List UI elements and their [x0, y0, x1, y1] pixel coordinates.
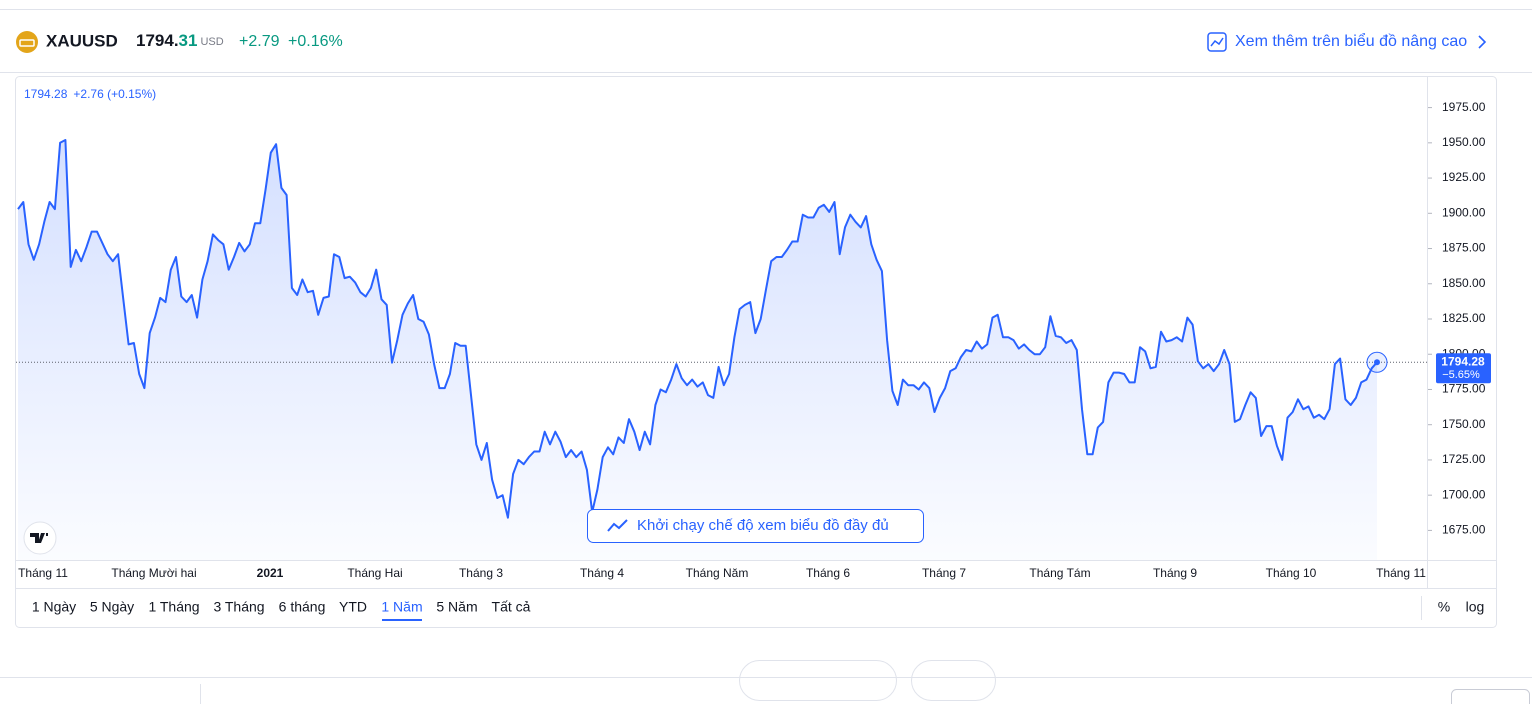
overlay: 1794.28 +2.76 (+0.15%) [24, 87, 156, 101]
scale-option[interactable]: log [1466, 599, 1485, 615]
chart-frame [15, 76, 1497, 628]
x-tick-label: Tháng 11 [1376, 566, 1426, 580]
x-tick-label: Tháng 3 [459, 566, 503, 580]
range-button[interactable]: YTD [339, 599, 367, 615]
link-chevron [1478, 35, 1487, 49]
x-tick-label: Tháng Tám [1029, 566, 1090, 580]
range-button[interactable]: 6 tháng [279, 599, 326, 615]
y-tick-label: 1925.00 [1442, 170, 1486, 184]
area [18, 140, 1377, 560]
fullscreen-icon [607, 519, 628, 532]
fullscreen-button[interactable]: Khởi chạy chế độ xem biểu đồ đầy đủ [587, 509, 924, 543]
price-main: 1794. [136, 31, 179, 50]
y-tick-label: 1675.00 [1442, 523, 1486, 537]
y-tick-label: 1950.00 [1442, 135, 1486, 149]
y-tick-label: 1725.00 [1442, 452, 1486, 466]
price-line [17, 139, 1378, 519]
x-tick-label: Tháng 9 [1153, 566, 1197, 580]
link-text[interactable]: Xem thêm trên biểu đồ nâng cao [1235, 32, 1467, 50]
range-button[interactable]: Tất cả [492, 599, 531, 615]
y-tick-label: 1750.00 [1442, 417, 1486, 431]
last-price-badge [1436, 353, 1491, 384]
range-button[interactable]: 1 Ngày [32, 599, 76, 615]
search-box[interactable] [739, 660, 897, 701]
range-button[interactable]: 3 Tháng [213, 599, 264, 615]
currency: USD [200, 36, 223, 48]
last-price-label: 1794.28 [1441, 354, 1485, 368]
y-tick-label: 1775.00 [1442, 382, 1486, 396]
y-tick-label: 1700.00 [1442, 487, 1486, 501]
x-tick-label: Tháng 4 [580, 566, 624, 580]
x-tick-label: Tháng 6 [806, 566, 850, 580]
toggle-box[interactable] [911, 660, 996, 701]
y-tick-label: 1900.00 [1442, 205, 1486, 219]
y-tick-label: 1975.00 [1442, 100, 1486, 114]
x-tick-label: Tháng 11 [18, 566, 68, 580]
x-tick-label: Tháng Hai [347, 566, 402, 580]
x-tick-label: Tháng Năm [686, 566, 749, 580]
x-tick-label: Tháng 7 [922, 566, 966, 580]
symbol-icon-mark [19, 39, 35, 47]
symbol[interactable]: XAUUSD [46, 31, 118, 50]
y-tick-label: 1825.00 [1442, 311, 1486, 325]
y-tick-label: 1875.00 [1442, 241, 1486, 255]
range-button[interactable]: 1 Năm [381, 599, 422, 615]
plot: 1675.001700.001725.001750.001775.001800.… [16, 100, 1491, 580]
change: +2.79 [239, 33, 280, 50]
link-icon-line [1210, 37, 1224, 47]
overlay-price: 1794.28 [24, 87, 68, 101]
range-button[interactable]: 1 Tháng [148, 599, 199, 615]
range-button[interactable]: 5 Năm [436, 599, 477, 615]
link-icon [1207, 32, 1227, 52]
tv-logo [23, 521, 57, 555]
symbol-icon [16, 31, 38, 53]
change-percent: +0.16% [288, 33, 343, 50]
x-tick-label: Tháng Mười hai [111, 566, 196, 580]
fullscreen-text[interactable]: Khởi chạy chế độ xem biểu đồ đầy đủ [637, 517, 889, 534]
x-tick-label: 2021 [257, 566, 284, 580]
x-tick-label: Tháng 10 [1266, 566, 1317, 580]
advanced-link[interactable]: Xem thêm trên biểu đồ nâng cao [1207, 32, 1487, 52]
y-tick-label: 1850.00 [1442, 276, 1486, 290]
tv-logo-mark [30, 533, 48, 543]
last-change-label: −5.65% [1442, 369, 1480, 381]
range-button[interactable]: 5 Ngày [90, 599, 134, 615]
last-point [1374, 359, 1380, 366]
price-decimal: 31 [179, 31, 198, 50]
fullscreen-frame[interactable] [587, 509, 924, 543]
scale-option[interactable]: % [1438, 599, 1450, 615]
show-all-box[interactable] [1451, 689, 1530, 704]
price: 1794.31 USD [136, 31, 224, 50]
overlay-change: +2.76 (+0.15%) [73, 87, 156, 101]
